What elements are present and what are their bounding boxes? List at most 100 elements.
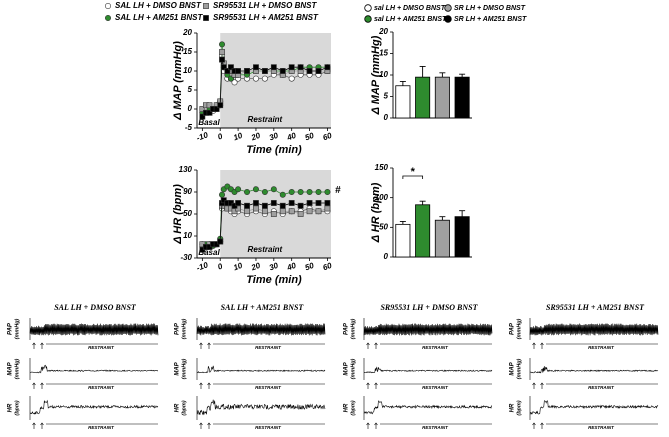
data-point <box>297 64 304 71</box>
legend-label: SR95531 LH + AM251 BNST <box>213 13 319 22</box>
data-point <box>288 75 295 82</box>
row-unit: (mmHg) <box>350 318 356 339</box>
bar <box>454 216 470 258</box>
event-arrow <box>366 342 370 349</box>
data-point <box>288 189 295 196</box>
data-point <box>324 200 331 206</box>
data-point <box>244 189 251 196</box>
data-point <box>270 64 277 71</box>
error-bar <box>419 65 426 78</box>
data-point <box>220 64 227 71</box>
panel-title: SR95531 LH + AM251 BNST <box>546 303 645 312</box>
y-tick-label: 5 <box>188 85 193 94</box>
y-axis-label: Δ MAP (mmHg) <box>370 35 382 115</box>
x-tick-label: 50 <box>304 131 316 143</box>
data-point <box>306 208 313 215</box>
data-point <box>306 200 313 206</box>
data-point <box>231 79 238 86</box>
data-point <box>199 106 206 112</box>
data-point <box>315 200 322 206</box>
data-point <box>244 208 250 215</box>
significance-mark: * <box>411 166 416 178</box>
x-axis-label: Time (min) <box>246 274 302 286</box>
x-tick-label: 60 <box>322 261 334 273</box>
legend-marker <box>105 15 112 22</box>
x-tick-label: -10 <box>195 260 209 273</box>
event-arrow <box>207 382 211 389</box>
event-arrow <box>540 422 544 429</box>
legend-label: sal LH + DMSO BNST <box>374 5 446 12</box>
error-bar <box>459 73 466 78</box>
y-tick-label: 10 <box>183 66 192 75</box>
x-tick-label: 60 <box>322 131 334 143</box>
y-axis-label: Δ MAP (mmHg) <box>172 41 184 121</box>
restraint-label: RESTRAINT <box>422 385 449 390</box>
row-label: HR <box>8 403 14 412</box>
y-tick-label: 20 <box>182 28 192 37</box>
x-tick-label: 10 <box>232 131 244 143</box>
event-arrow <box>32 422 36 429</box>
restraint-label: RESTRAINT <box>255 425 282 430</box>
row-unit: (mmHg) <box>181 318 187 339</box>
row-label: HR <box>175 403 181 412</box>
row-label: MAP <box>175 361 181 375</box>
bar <box>415 76 431 119</box>
significance-bracket <box>402 175 424 179</box>
data-point <box>235 200 241 206</box>
bar <box>415 204 431 258</box>
y-tick-label: 0 <box>384 252 389 261</box>
event-arrow <box>540 342 544 349</box>
legend-label: SAL LH + AM251 BNST <box>115 13 203 22</box>
legend-marker <box>203 3 209 9</box>
legend-label: sal LH + AM251 BNST <box>374 16 447 23</box>
event-arrow <box>540 382 544 389</box>
data-point <box>252 186 259 193</box>
error-bar <box>439 72 446 78</box>
data-point <box>315 189 322 196</box>
event-arrow <box>199 422 203 429</box>
row-label: MAP <box>344 361 350 375</box>
y-axis-label: Δ HR (bpm) <box>370 182 382 243</box>
data-point <box>261 68 268 74</box>
event-arrow <box>40 342 44 349</box>
bar <box>434 76 450 119</box>
row-unit: (mmHg) <box>516 318 522 339</box>
data-point <box>219 41 226 48</box>
error-bar <box>419 200 426 205</box>
restraint-label: RESTRAINT <box>588 425 615 430</box>
trace <box>363 323 493 336</box>
data-point <box>279 191 286 198</box>
y-tick-label: 0 <box>384 113 389 122</box>
trace <box>29 323 159 336</box>
data-point <box>279 208 286 215</box>
trace <box>29 364 159 374</box>
trace <box>529 400 659 415</box>
y-tick-label: 20 <box>378 27 388 36</box>
bar <box>454 76 470 119</box>
row-label: MAP <box>510 361 516 375</box>
error-bar <box>439 216 446 221</box>
panel-title: SAL LH + AM251 BNST <box>221 303 305 312</box>
legend-marker <box>105 2 112 10</box>
y-tick-label: 0 <box>188 104 193 113</box>
trace <box>529 323 659 336</box>
basal-label: Basal <box>198 248 220 257</box>
restraint-label: Restraint <box>248 245 283 254</box>
data-point <box>324 189 331 196</box>
x-tick-label: 0 <box>216 261 224 271</box>
y-tick-label: -5 <box>185 123 193 132</box>
event-arrow <box>374 342 378 349</box>
legend-marker <box>364 15 372 23</box>
restraint-label: Restraint <box>248 115 283 124</box>
restraint-label: RESTRAINT <box>255 345 282 350</box>
data-point <box>206 102 213 109</box>
data-point <box>261 208 268 215</box>
y-tick-label: 50 <box>379 222 388 231</box>
x-tick-label: 40 <box>285 131 298 143</box>
row-unit: (mmHg) <box>14 318 20 339</box>
trace <box>363 400 493 415</box>
row-unit: (bpm) <box>14 400 20 415</box>
event-arrow <box>532 422 536 429</box>
data-point <box>235 68 241 74</box>
